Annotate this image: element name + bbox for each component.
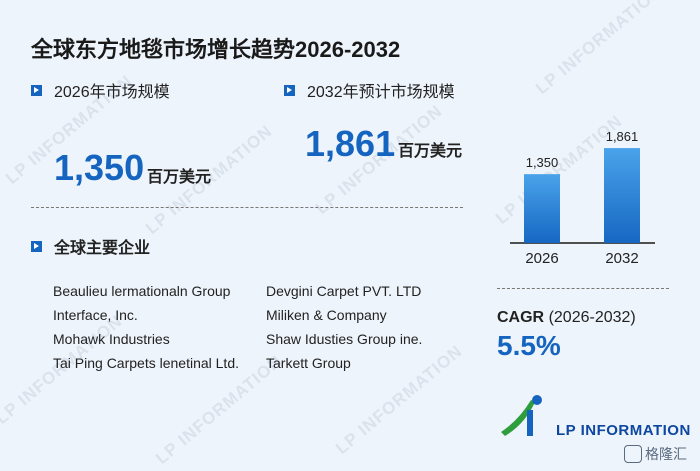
gelonghui-icon [624,445,642,463]
company-name: Shaw Idusties Group ine. [266,331,423,347]
cagr-value: 5.5% [497,330,561,361]
company-name: Devgini Carpet PVT. LTD [266,283,422,299]
company-name: Beaulieu lermationaln Group [53,283,231,299]
bar-2032 [604,148,640,243]
section-2032-size: 2032年预计市场规模 [284,78,455,102]
value-2026: 1,350 [54,147,145,188]
value-2032: 1,861 [305,123,396,164]
bar-value-label: 1,861 [606,129,639,144]
section-label: 2032年预计市场规模 [307,84,455,101]
section-label: 全球主要企业 [54,240,151,257]
section-companies: 全球主要企业 [31,234,150,258]
gelonghui-watermark: 格隆汇 [624,444,687,464]
x-tick-label: 2032 [605,250,638,267]
arrow-bullet-icon [31,240,42,252]
cagr-label: CAGR (2026-2032) [497,309,636,327]
lp-logo-icon [501,395,542,436]
bar-2026 [524,174,560,243]
section-2026-size: 2026年市场规模 [31,78,170,102]
gelonghui-text: 格隆汇 [645,446,687,462]
company-name: Miliken & Company [266,307,387,323]
company-name: Tarkett Group [266,355,351,371]
bar-value-label: 1,350 [526,155,559,170]
unit-2032: 百万美元 [398,143,463,160]
cagr-period: (2026-2032) [548,309,636,326]
company-name: Interface, Inc. [53,307,138,323]
section-label: 2026年市场规模 [54,84,170,101]
arrow-bullet-icon [284,84,295,96]
divider [497,288,669,289]
page-title: 全球东方地毯市场增长趋势2026-2032 [31,37,401,62]
unit-2026: 百万美元 [147,169,212,186]
company-name: Mohawk Industries [53,331,170,347]
x-tick-label: 2026 [525,250,558,267]
company-name: Tai Ping Carpets lenetinal Ltd. [53,355,239,371]
logo-text: LP INFORMATION [556,422,691,439]
cagr-title: CAGR [497,309,545,326]
arrow-bullet-icon [31,84,42,96]
divider [31,207,463,208]
